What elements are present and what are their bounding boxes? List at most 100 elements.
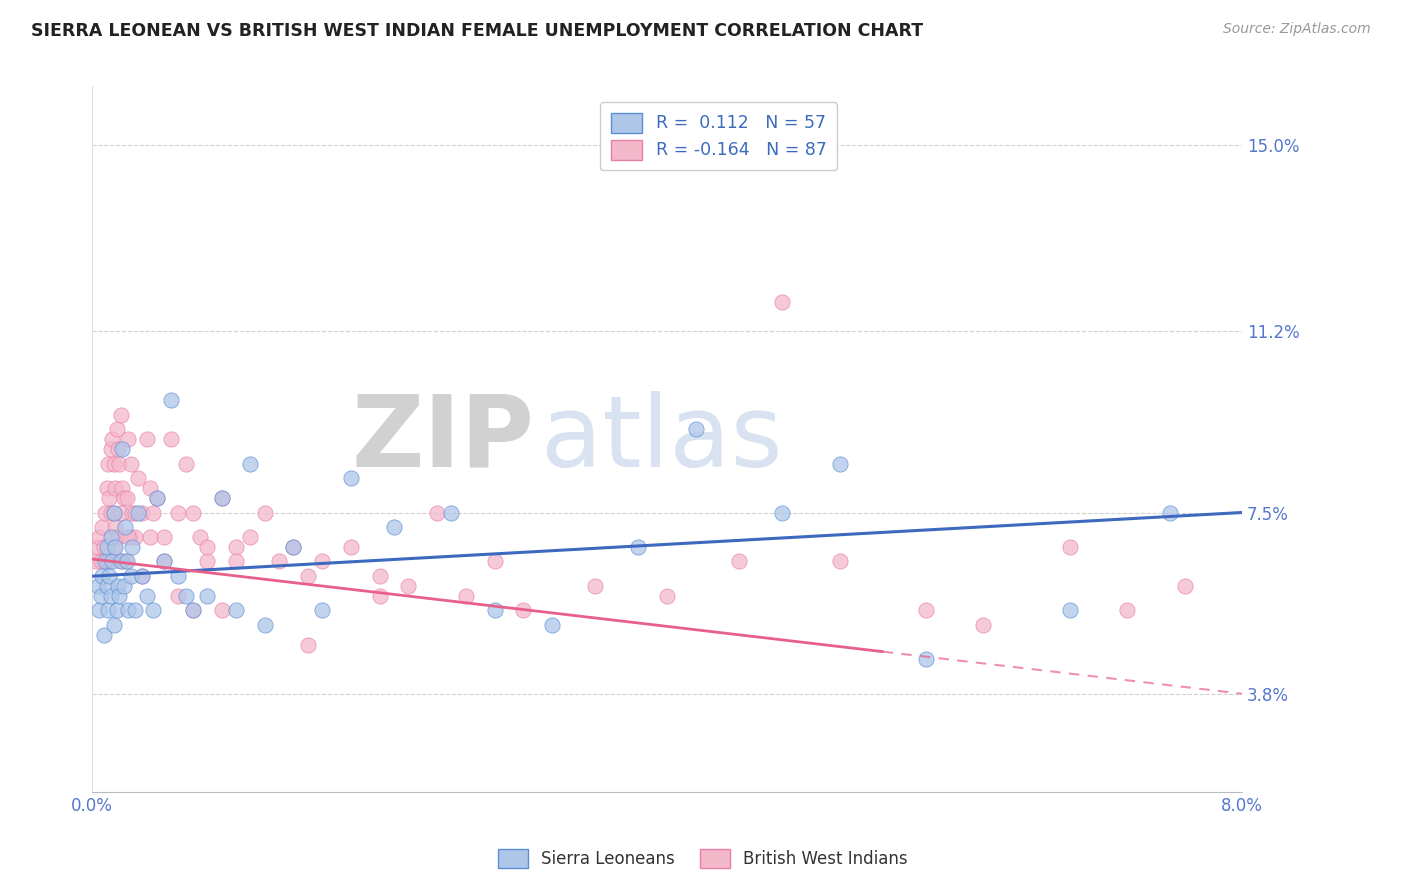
Point <box>153 554 176 568</box>
Point <box>146 491 169 505</box>
Point <box>1116 603 1139 617</box>
Point <box>91 569 114 583</box>
Point <box>239 457 262 471</box>
Point <box>101 432 124 446</box>
Point <box>100 530 122 544</box>
Point <box>311 603 333 617</box>
Point <box>103 506 125 520</box>
Point <box>104 540 127 554</box>
Point <box>297 569 319 583</box>
Point <box>110 554 132 568</box>
Point <box>340 540 363 554</box>
Point <box>146 491 169 505</box>
Point <box>297 638 319 652</box>
Point <box>340 471 363 485</box>
Point <box>111 481 134 495</box>
Point <box>131 506 153 520</box>
Point <box>107 530 129 544</box>
Point <box>195 540 218 554</box>
Point <box>120 457 142 471</box>
Point <box>89 530 111 544</box>
Point <box>484 603 506 617</box>
Point <box>368 569 391 583</box>
Point <box>770 506 793 520</box>
Point <box>135 432 157 446</box>
Point <box>108 589 131 603</box>
Point <box>124 530 146 544</box>
Point <box>97 457 120 471</box>
Point <box>94 506 117 520</box>
Point <box>100 506 122 520</box>
Point <box>253 506 276 520</box>
Point <box>103 457 125 471</box>
Point <box>114 554 136 568</box>
Point <box>124 506 146 520</box>
Point <box>267 554 290 568</box>
Point <box>541 618 564 632</box>
Point <box>239 530 262 544</box>
Point <box>90 554 112 568</box>
Point <box>121 540 143 554</box>
Legend: Sierra Leoneans, British West Indians: Sierra Leoneans, British West Indians <box>491 842 915 875</box>
Point <box>131 569 153 583</box>
Point <box>160 392 183 407</box>
Point <box>103 618 125 632</box>
Point <box>167 506 190 520</box>
Point <box>770 294 793 309</box>
Point <box>1173 579 1195 593</box>
Point <box>160 432 183 446</box>
Point <box>1059 603 1081 617</box>
Point <box>110 554 132 568</box>
Point <box>93 628 115 642</box>
Point <box>112 491 135 505</box>
Point <box>153 554 176 568</box>
Point <box>225 540 247 554</box>
Point <box>655 589 678 603</box>
Point <box>115 554 138 568</box>
Point <box>311 554 333 568</box>
Point <box>283 540 305 554</box>
Point <box>174 457 197 471</box>
Point <box>131 569 153 583</box>
Point <box>512 603 534 617</box>
Point <box>105 422 128 436</box>
Point <box>117 603 139 617</box>
Point <box>141 506 163 520</box>
Point <box>107 579 129 593</box>
Point <box>98 569 121 583</box>
Point <box>117 530 139 544</box>
Point <box>174 589 197 603</box>
Point <box>96 540 118 554</box>
Point <box>188 530 211 544</box>
Point <box>141 603 163 617</box>
Point <box>181 506 204 520</box>
Point <box>181 603 204 617</box>
Point <box>96 554 118 568</box>
Point <box>627 540 650 554</box>
Point <box>117 432 139 446</box>
Point <box>103 506 125 520</box>
Text: ZIP: ZIP <box>352 391 534 488</box>
Point <box>98 491 121 505</box>
Point <box>211 491 233 505</box>
Point <box>454 589 477 603</box>
Point <box>98 554 121 568</box>
Point <box>94 554 117 568</box>
Point <box>112 579 135 593</box>
Point <box>110 408 132 422</box>
Point <box>440 506 463 520</box>
Point <box>87 579 110 593</box>
Point <box>1159 506 1181 520</box>
Point <box>138 530 160 544</box>
Point <box>225 554 247 568</box>
Point <box>100 589 122 603</box>
Point <box>972 618 994 632</box>
Point <box>583 579 606 593</box>
Point <box>110 506 132 520</box>
Point <box>127 506 149 520</box>
Point <box>103 540 125 554</box>
Point <box>195 554 218 568</box>
Point <box>104 481 127 495</box>
Point <box>195 589 218 603</box>
Point <box>90 589 112 603</box>
